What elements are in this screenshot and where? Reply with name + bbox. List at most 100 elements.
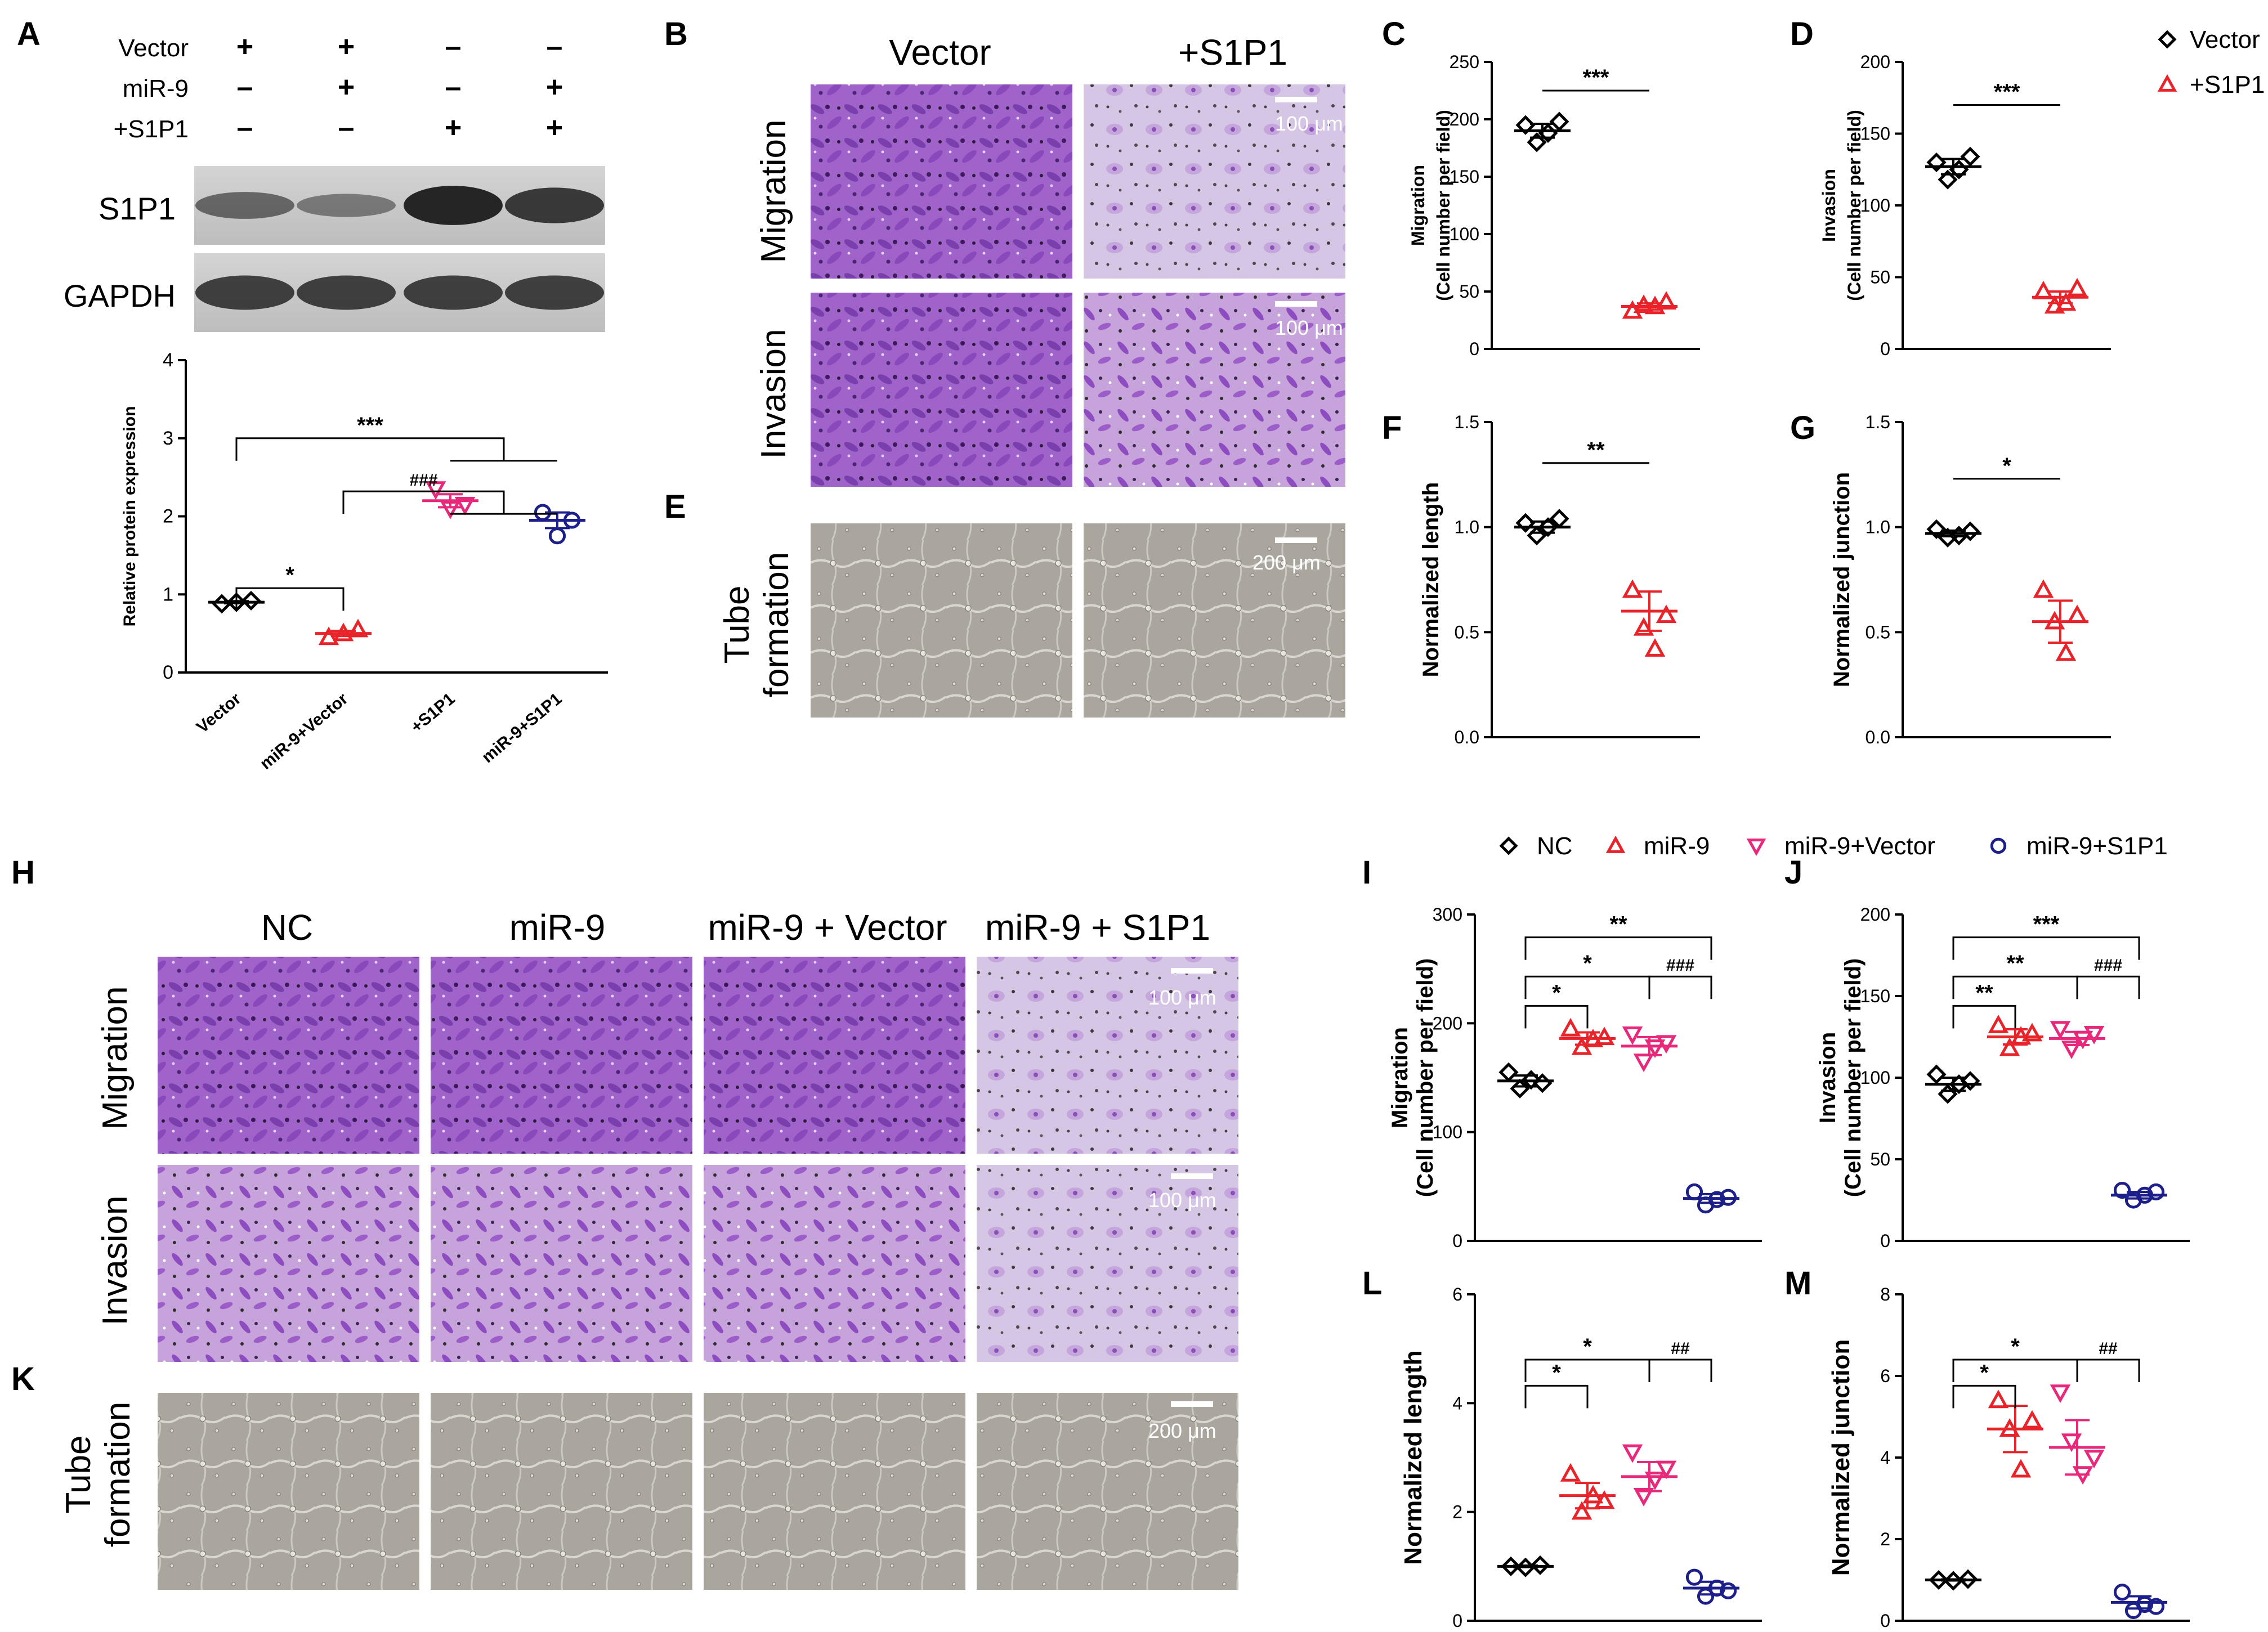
legend-shape-2 (1746, 839, 1766, 857)
image-invasion-s1p1 (1084, 293, 1345, 487)
x-tick-label: miR-9+S1P1 (478, 689, 566, 766)
data-point-l (1560, 1463, 1581, 1482)
panel-letter-b: B (664, 16, 688, 52)
row-label-s1p1: +S1P1 (114, 115, 189, 143)
y-tick-label: 50 (1870, 1149, 1890, 1169)
sig-bracket (1952, 1358, 2078, 1382)
chart-g: 0.0 0.5 1.0 1.5 Normalized junction * (1829, 412, 2111, 747)
data-point-f (1633, 617, 1654, 636)
panel-letter-i: I (1362, 854, 1371, 891)
legend-top: Vector +S1P1 (2157, 26, 2265, 98)
chart-f: 0.0 0.5 1.0 1.5 Normalized length ** (1419, 412, 1700, 747)
sig-bracket (1524, 936, 1712, 960)
sign-2-0: – (237, 111, 253, 144)
data-point-m (1929, 1570, 1949, 1590)
sig-label: ** (1609, 912, 1627, 937)
scale-label-5: 100 μm (1148, 1189, 1216, 1212)
sign-2-3: + (546, 111, 563, 144)
data-point-i (1560, 1017, 1581, 1037)
image-invasion-nc (158, 1165, 419, 1362)
y-tick-label: 1.0 (1455, 517, 1479, 537)
sign-2-2: + (445, 111, 462, 144)
row-header-migration-2: Migration (96, 987, 135, 1130)
data-point-g (1960, 521, 1980, 541)
y-tick-label: 100 (1860, 195, 1890, 216)
y-tick-label: 0.0 (1866, 727, 1890, 747)
data-point-a (241, 590, 261, 611)
data-point-f (1622, 579, 1643, 598)
band-gapdh-1 (297, 275, 396, 310)
y-tick-label: 0.0 (1455, 727, 1479, 747)
image-invasion-mir9-vector (704, 1165, 965, 1362)
y-axis-label: (Cell number per field) (1413, 958, 1438, 1198)
data-point-f (1644, 638, 1666, 657)
y-tick-label: 2 (163, 506, 173, 527)
data-point-d (2044, 295, 2065, 314)
sig-bracket (2076, 975, 2140, 999)
data-point-j (1999, 1037, 2020, 1056)
blot-bands (195, 186, 604, 310)
data-point-l (1622, 1444, 1643, 1463)
col-header-nc: NC (261, 907, 313, 948)
y-axis-label: Normalized junction (1829, 472, 1854, 687)
sig-bracket (342, 490, 505, 514)
row-header-tube-4: formation (99, 1402, 137, 1547)
sig-bracket (235, 437, 505, 461)
image-tube-vector (811, 523, 1072, 718)
image-migration-mir9-s1p1 (977, 957, 1238, 1154)
y-axis-label: Normalized length (1399, 1350, 1427, 1564)
sig-label: * (1583, 1334, 1592, 1359)
chart-m: 0 2 4 6 8 Normalized junction * * ## (1827, 1284, 2190, 1631)
y-tick-label: 250 (1450, 52, 1479, 72)
scale-bar-2 (1275, 301, 1317, 307)
panel-letter-e: E (664, 488, 686, 525)
image-tube-mir9-vector (704, 1393, 965, 1590)
legend-mir9-vector-marker (1746, 839, 1766, 857)
legend-mir9-s1p1-marker (1990, 837, 2007, 854)
sig-label: * (1552, 980, 1561, 1005)
data-point-m (1958, 1569, 1978, 1589)
data-point-g (2055, 642, 2077, 661)
data-point-l (1685, 1568, 1703, 1586)
chart-j: 0 50 100 150 200 Invasion (Cell number per fie… (1815, 904, 2190, 1251)
legend-top-s1p1-marker (2157, 74, 2177, 92)
panel-letter-m: M (1784, 1265, 1811, 1302)
row-header-invasion: Invasion (754, 329, 793, 459)
image-invasion-vector (811, 293, 1072, 487)
col-header-mir9: miR-9 (509, 907, 606, 948)
sig-label: ** (1975, 980, 1993, 1005)
chart-d: 0 50 100 150 200 Invasion (Cell number per fie… (1819, 52, 2111, 359)
sig-label: * (285, 563, 294, 588)
col-header-mir9-s1p1: miR-9 + S1P1 (985, 907, 1210, 948)
data-point-l (1594, 1490, 1615, 1509)
data-point-a (548, 527, 566, 545)
data-point-l (1571, 1501, 1592, 1520)
y-tick-label: 50 (1459, 281, 1479, 302)
data-point-m (2050, 1384, 2071, 1404)
legend-mir9-label: miR-9 (1644, 832, 1710, 860)
data-point-j (2050, 1021, 2071, 1040)
panel-letter-j: J (1784, 854, 1802, 891)
sign-2-1: – (338, 111, 355, 144)
row-label-vector: Vector (118, 34, 189, 62)
data-point-j (2083, 1026, 2105, 1044)
y-tick-label: 150 (1450, 167, 1479, 187)
panel-letter-c: C (1382, 16, 1406, 52)
scale-bar-3 (1275, 537, 1317, 543)
band-s1p1-3 (505, 187, 604, 223)
blot-label-gapdh: GAPDH (64, 278, 176, 313)
data-point-j (2113, 1182, 2131, 1199)
scale-bar-5 (1171, 1173, 1213, 1179)
y-tick-label: 50 (1870, 267, 1890, 288)
sig-label: * (1980, 1360, 1989, 1385)
sig-bracket (1524, 1384, 1589, 1409)
data-point-l (1633, 1487, 1654, 1507)
y-tick-label: 1.5 (1455, 412, 1479, 432)
sign-1-2: – (445, 71, 462, 104)
sig-label: ### (2094, 956, 2122, 975)
y-tick-label: 200 (1450, 109, 1479, 129)
legend-shape-3 (1990, 837, 2007, 854)
data-point-l (1656, 1460, 1677, 1479)
sig-bracket (1524, 1005, 1589, 1029)
